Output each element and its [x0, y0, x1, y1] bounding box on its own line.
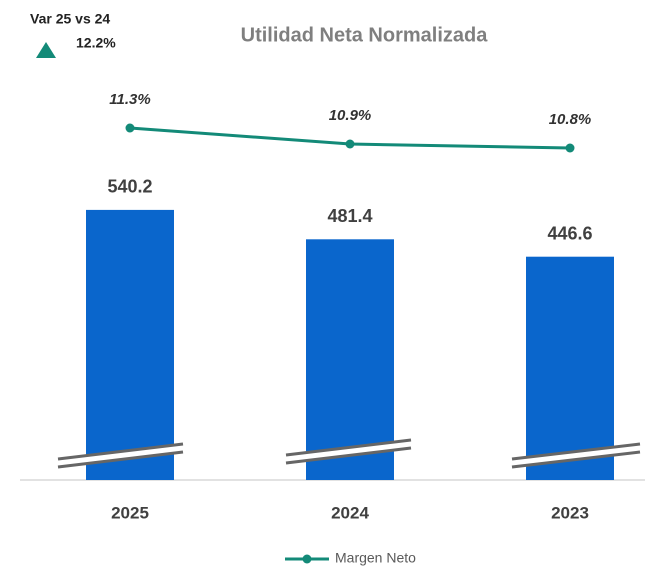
x-tick-label: 2023 — [551, 503, 589, 522]
line-value-label: 11.3% — [109, 91, 150, 108]
x-tick-label: 2025 — [111, 503, 149, 522]
bar-value-label: 540.2 — [107, 177, 152, 197]
line-value-label: 10.8% — [549, 111, 592, 128]
annotation-label: Var 25 vs 24 — [30, 11, 110, 27]
legend-label: Margen Neto — [335, 550, 416, 566]
bar — [526, 256, 614, 480]
axis-breaks — [57, 438, 641, 469]
line-value-label: 10.9% — [329, 107, 372, 124]
line-marker — [125, 123, 135, 133]
line-marker — [345, 139, 355, 149]
x-tick-label: 2024 — [331, 503, 369, 522]
annotation-value: 12.2% — [76, 35, 116, 51]
legend-marker — [302, 554, 312, 564]
line-marker — [565, 143, 575, 153]
bar-value-label: 481.4 — [327, 206, 372, 226]
bar-value-label: 446.6 — [547, 223, 592, 243]
up-arrow — [36, 42, 56, 58]
bar — [306, 239, 394, 480]
chart-title: Utilidad Neta Normalizada — [241, 24, 489, 46]
bar — [86, 209, 174, 480]
